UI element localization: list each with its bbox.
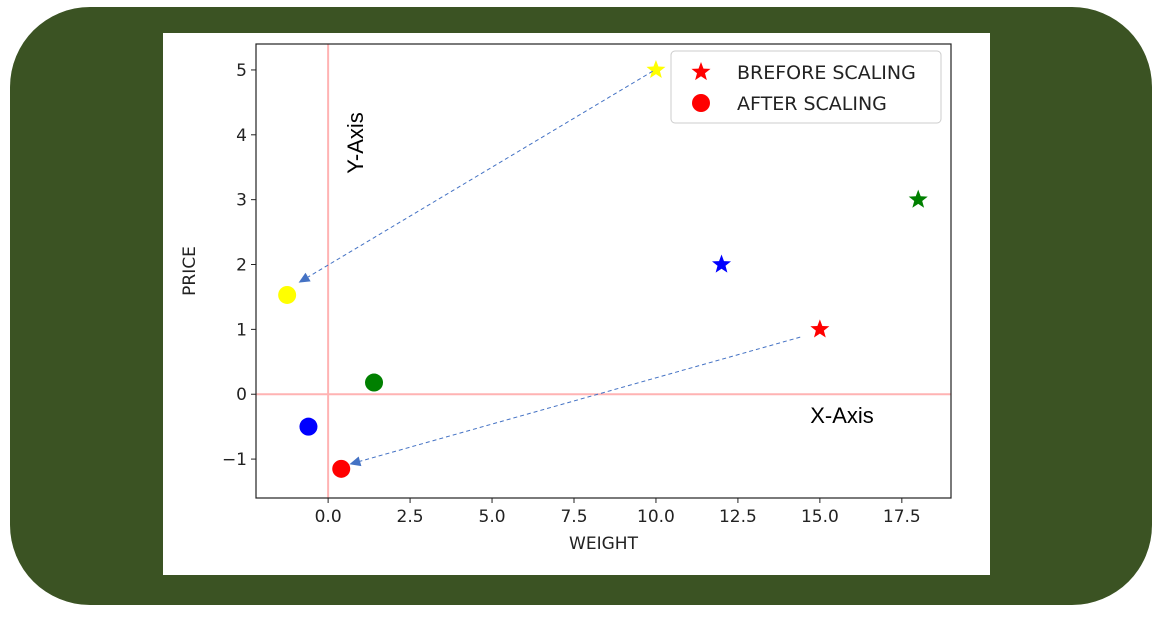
y-tick-label: 0 (236, 385, 247, 405)
x-tick-label: 15.0 (801, 507, 839, 527)
reference-lines (256, 44, 951, 498)
y-axis-label: PRICE (180, 246, 200, 296)
arrow-head (298, 272, 311, 283)
circle-point (278, 285, 297, 304)
y-tick-label: −1 (222, 450, 247, 470)
circle-point (299, 417, 318, 436)
x-tick-label: 0.0 (315, 507, 342, 527)
circle-point (332, 459, 351, 478)
x-tick-label: 2.5 (397, 507, 424, 527)
legend-label: AFTER SCALING (737, 93, 887, 115)
legend-star-marker (691, 62, 711, 81)
legend: BREFORE SCALING AFTER SCALING (670, 50, 942, 124)
y-tick-label: 2 (236, 256, 247, 276)
x-tick-label: 10.0 (637, 507, 675, 527)
arrow-line (359, 336, 801, 462)
y-tick-label: 3 (236, 191, 247, 211)
arrow-head (349, 456, 362, 467)
star-point (908, 189, 928, 208)
x-axis-annotation: X-Axis (810, 403, 874, 428)
plot-area-frame (255, 43, 952, 499)
x-tick-label: 7.5 (560, 507, 587, 527)
legend-label: BREFORE SCALING (737, 62, 916, 84)
x-ticks: 0.0 2.5 5.0 7.5 10.0 12.5 15.0 17.5 (315, 498, 921, 527)
data-points (278, 59, 928, 478)
chart-panel: 0.0 2.5 5.0 7.5 10.0 12.5 15.0 17.5 −1 0 1 2 3 4 5 WE… (163, 33, 990, 575)
arrows (298, 70, 801, 467)
legend-circle-marker (692, 94, 710, 112)
x-tick-label: 12.5 (719, 507, 757, 527)
star-point (810, 319, 830, 338)
star-point (646, 59, 666, 79)
y-ticks: −1 0 1 2 3 4 5 (222, 61, 256, 470)
y-tick-label: 1 (236, 320, 247, 340)
scatter-chart: 0.0 2.5 5.0 7.5 10.0 12.5 15.0 17.5 −1 0 1 2 3 4 5 WE… (180, 43, 952, 554)
star-point (712, 254, 732, 273)
y-tick-label: 5 (236, 61, 247, 81)
y-tick-label: 4 (236, 126, 247, 146)
y-axis-annotation: Y-Axis (343, 112, 368, 174)
legend-box (670, 50, 942, 124)
x-axis-label: WEIGHT (569, 534, 639, 554)
x-tick-label: 5.0 (479, 507, 506, 527)
circle-point (365, 373, 384, 392)
x-tick-label: 17.5 (883, 507, 921, 527)
arrow-line (307, 70, 653, 278)
